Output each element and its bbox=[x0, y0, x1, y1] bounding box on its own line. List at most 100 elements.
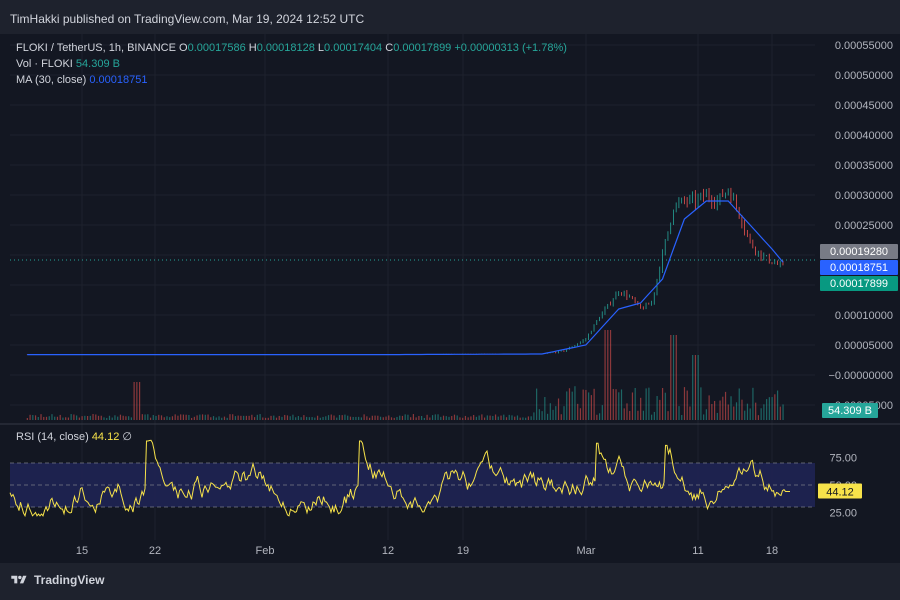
volume-bar bbox=[264, 417, 267, 420]
volume-bar bbox=[771, 397, 773, 420]
volume-bar bbox=[470, 416, 472, 420]
volume-bar bbox=[393, 417, 395, 420]
price-axis[interactable]: 0.00055000 0.00050000 0.00045000 0.00040000… bbox=[828, 40, 893, 412]
rsi-badge-label: 44.12 bbox=[826, 486, 854, 498]
volume-bar bbox=[599, 413, 601, 420]
rsi-legend[interactable]: RSI (14, close) 44.12 ∅ bbox=[16, 430, 132, 443]
volume-bar bbox=[407, 414, 409, 420]
volume-bar bbox=[43, 416, 45, 420]
volume-bar bbox=[349, 416, 352, 420]
rsi-badge bbox=[818, 483, 862, 499]
volume-bar bbox=[609, 330, 612, 420]
volume-bar bbox=[382, 417, 384, 420]
volume-bars bbox=[26, 330, 784, 420]
volume-bar bbox=[390, 417, 393, 420]
volume-bar bbox=[555, 406, 557, 420]
volume-bar bbox=[251, 414, 253, 420]
volume-bar bbox=[182, 414, 185, 420]
volume-bar bbox=[516, 415, 519, 420]
volume-bar bbox=[81, 416, 83, 420]
volume-bar bbox=[341, 415, 343, 420]
volume-bar bbox=[423, 417, 425, 420]
volume-bar bbox=[199, 414, 201, 420]
volume-bar bbox=[95, 414, 97, 420]
volume-bar bbox=[65, 417, 67, 420]
tradingview-logo[interactable]: TradingView bbox=[10, 573, 104, 587]
open-value: 0.00017586 bbox=[187, 42, 246, 54]
published-by-text: TimHakki published on TradingView.com, M… bbox=[10, 12, 365, 26]
volume-bar bbox=[744, 410, 746, 420]
price-tick-label: −0.00000000 bbox=[828, 370, 893, 382]
volume-bar bbox=[144, 414, 146, 420]
volume-bar bbox=[245, 415, 247, 420]
volume-bar bbox=[306, 416, 308, 420]
price-badge-label: 0.00019280 bbox=[830, 246, 888, 258]
volume-bar bbox=[330, 414, 332, 420]
volume-bar bbox=[273, 415, 275, 420]
volume-bar bbox=[749, 408, 751, 420]
volume-bar bbox=[768, 397, 770, 420]
volume-bar bbox=[667, 411, 669, 420]
volume-bar bbox=[766, 399, 768, 420]
volume-bar bbox=[267, 417, 269, 420]
volume-bar bbox=[730, 396, 732, 420]
price-badges: 0.00019280 0.00018751 0.00017899 54.309 B bbox=[820, 244, 898, 418]
volume-bar bbox=[322, 416, 324, 420]
volume-bar bbox=[494, 414, 497, 420]
volume-bar bbox=[596, 414, 598, 420]
volume-bar bbox=[437, 414, 439, 420]
rsi-empty-icon: ∅ bbox=[122, 431, 132, 443]
volume-row[interactable]: Vol · FLOKI 54.309 B bbox=[16, 56, 567, 72]
volume-bar bbox=[716, 412, 718, 420]
ma-row[interactable]: MA (30, close) 0.00018751 bbox=[16, 72, 567, 88]
volume-bar bbox=[70, 414, 72, 420]
volume-bar bbox=[122, 415, 124, 420]
volume-bar bbox=[544, 397, 546, 420]
volume-bar bbox=[171, 416, 174, 420]
volume-bar bbox=[163, 417, 165, 420]
volume-bar bbox=[374, 415, 376, 420]
volume-bar bbox=[779, 406, 781, 420]
volume-bar bbox=[431, 415, 434, 420]
volume-bar bbox=[653, 411, 655, 420]
volume-bar bbox=[128, 416, 130, 420]
volume-bar bbox=[188, 414, 190, 420]
volume-bar bbox=[48, 416, 50, 420]
volume-bar bbox=[86, 415, 89, 420]
volume-bar bbox=[243, 415, 245, 420]
volume-bar bbox=[593, 388, 595, 420]
volume-bar bbox=[552, 409, 554, 420]
volume-bar bbox=[451, 416, 453, 420]
volume-bar bbox=[763, 404, 765, 420]
volume-bar bbox=[571, 391, 573, 420]
volume-bar bbox=[262, 417, 264, 420]
symbol-row[interactable]: FLOKI / TetherUS, 1h, BINANCE O0.0001758… bbox=[16, 40, 567, 56]
volume-bar bbox=[588, 392, 590, 420]
volume-bar bbox=[484, 417, 486, 420]
volume-bar bbox=[130, 417, 132, 420]
volume-bar bbox=[651, 414, 653, 420]
volume-bar bbox=[338, 414, 341, 420]
volume-bar bbox=[505, 417, 508, 420]
volume-bar bbox=[221, 417, 223, 420]
volume-bar bbox=[76, 415, 78, 420]
time-tick-label: 11 bbox=[692, 545, 703, 557]
volume-bar bbox=[59, 414, 61, 420]
volume-bar bbox=[631, 392, 634, 420]
volume-bar bbox=[240, 415, 242, 420]
tradingview-brand-text: TradingView bbox=[34, 573, 105, 587]
main-legend: FLOKI / TetherUS, 1h, BINANCE O0.0001758… bbox=[16, 40, 567, 88]
time-axis[interactable]: 15 22 Feb 12 19 Mar 11 18 bbox=[76, 545, 778, 557]
volume-bar bbox=[656, 396, 658, 420]
price-tick-label: 0.00010000 bbox=[835, 310, 893, 322]
volume-bar bbox=[379, 416, 382, 420]
volume-bar bbox=[237, 415, 239, 420]
volume-bar bbox=[519, 417, 521, 420]
high-label: H bbox=[248, 42, 257, 54]
volume-bar bbox=[714, 400, 716, 420]
volume-bar bbox=[410, 417, 412, 420]
volume-value: 54.309 B bbox=[75, 58, 120, 70]
volume-bar bbox=[492, 415, 494, 420]
